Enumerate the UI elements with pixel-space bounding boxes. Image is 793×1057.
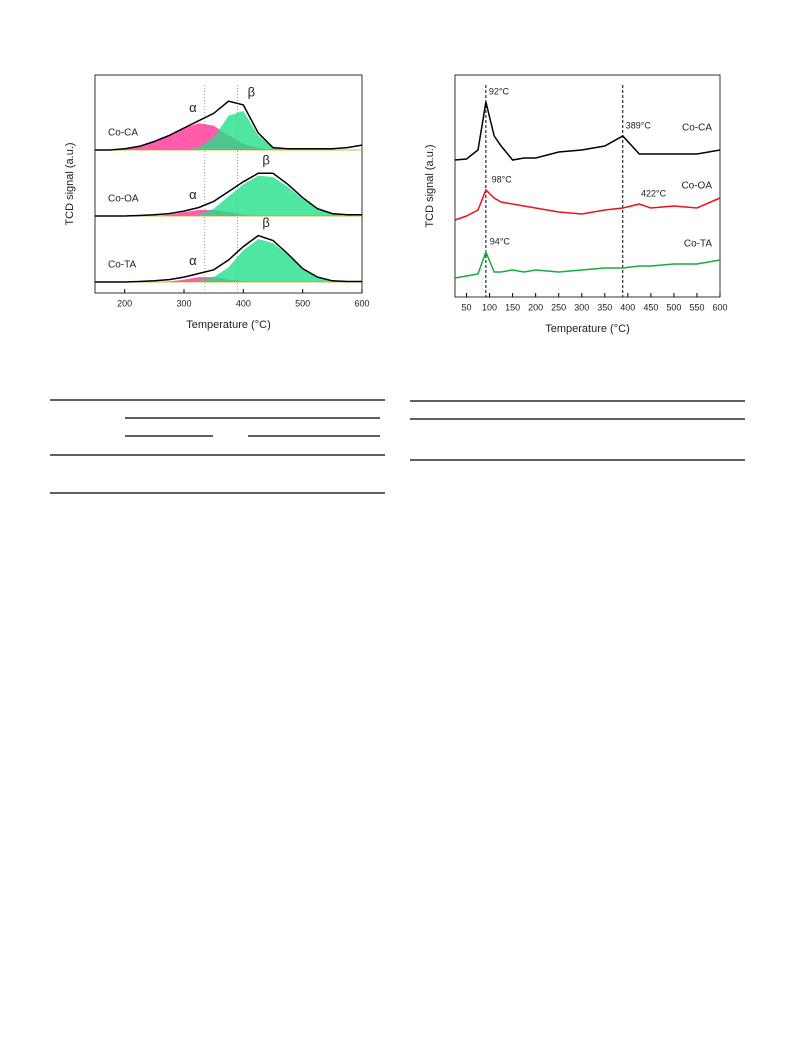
series-label: Co-CA [108,128,138,139]
peak-label: 389°C [626,120,652,130]
series-line [454,249,721,279]
x-axis-label: Temperature (°C) [545,323,629,335]
series-label: Co-OA [108,194,139,205]
series-line [95,234,362,283]
series-label: Co-TA [684,239,712,250]
x-tick-label: 450 [643,302,658,312]
x-tick-label: 50 [462,302,472,312]
x-tick-label: 350 [597,302,612,312]
x-tick-label: 300 [574,302,589,312]
x-tick-label: 200 [528,302,543,312]
component-area [95,111,362,150]
series-line [95,100,363,151]
component-label: β [262,215,269,230]
series-label: Co-OA [681,181,712,192]
chart: 200 300 400 500 600 Temperature (°C) TCD signa… [64,74,370,331]
series-line [454,101,721,161]
plot-frame [454,74,721,298]
component-label: α [189,187,197,202]
x-tick-label: 100 [482,302,497,312]
x-tick-label: 600 [354,298,369,308]
component-area [95,239,362,282]
x-tick-label: 250 [551,302,566,312]
series-line [454,188,721,221]
y-axis-label: TCD signal (a.u.) [64,142,76,225]
peak-label: 92°C [489,86,510,96]
x-tick-label: 300 [176,298,191,308]
x-tick-label: 400 [620,302,635,312]
component-label: α [189,100,197,115]
x-tick-label: 150 [505,302,520,312]
x-tick-label: 500 [295,298,310,308]
component-label: β [248,84,255,99]
component-label: α [189,253,197,268]
chart: 50 100 150 200 250 300 350 400 450 500 550 600 Tempe… [424,74,728,335]
series-line [95,172,362,217]
table-left [50,399,385,494]
y-axis-label: TCD signal (a.u.) [424,144,436,227]
x-tick-label: 500 [666,302,681,312]
x-tick-label: 400 [236,298,251,308]
x-tick-label: 600 [712,302,727,312]
x-axis-label: Temperature (°C) [186,319,270,331]
component-label: β [262,153,269,168]
peak-label: 94°C [490,236,511,246]
table-right [410,400,745,461]
x-tick-label: 550 [689,302,704,312]
plot-frame [94,74,363,294]
series-label: Co-TA [108,260,136,271]
series-label: Co-CA [682,123,712,134]
peak-label: 422°C [641,188,667,198]
peak-label: 98°C [492,174,513,184]
x-tick-label: 200 [117,298,132,308]
component-area [95,175,362,216]
